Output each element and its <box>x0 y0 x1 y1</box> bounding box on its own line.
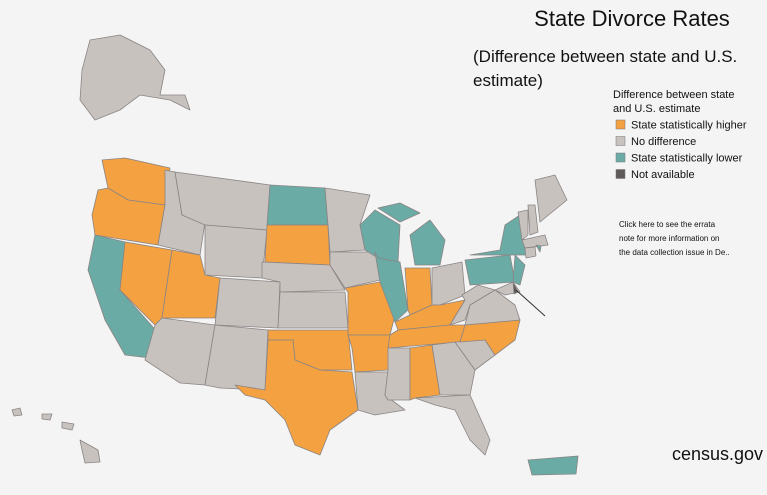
legend-title: Difference between state <box>613 89 734 101</box>
legend-swatch <box>615 152 626 163</box>
state <box>377 202 421 223</box>
state <box>61 421 75 431</box>
subtitle: estimate) <box>473 71 543 90</box>
note-line[interactable]: note for more information on <box>619 234 720 243</box>
state <box>41 413 53 421</box>
state <box>11 407 23 417</box>
state <box>535 244 542 253</box>
state <box>527 204 539 236</box>
state <box>214 277 281 329</box>
state <box>464 254 516 286</box>
state <box>512 254 526 286</box>
state <box>204 224 268 279</box>
state <box>79 34 191 121</box>
state <box>79 439 101 464</box>
legend-swatch <box>615 169 626 179</box>
state <box>517 209 529 241</box>
state <box>534 174 568 223</box>
state <box>234 339 359 456</box>
legend-swatch <box>615 119 626 130</box>
subtitle: (Difference between state and U.S. <box>473 47 737 66</box>
legend-label: Not available <box>631 169 695 181</box>
state <box>347 334 393 373</box>
state <box>431 261 466 306</box>
legend-swatch <box>615 136 626 146</box>
state <box>409 219 446 266</box>
note-line[interactable]: Click here to see the errata <box>619 220 716 229</box>
state <box>527 455 579 476</box>
legend: State statistically higher No difference S… <box>615 119 747 181</box>
state <box>277 291 349 329</box>
us-map <box>11 34 579 476</box>
state <box>409 344 441 401</box>
state <box>266 184 329 226</box>
note-line[interactable]: the data collection issue in De.. <box>619 248 730 257</box>
legend-label: State statistically lower <box>631 153 743 165</box>
legend-title: and U.S. estimate <box>613 103 700 115</box>
legend-label: No difference <box>631 136 696 148</box>
state <box>414 394 491 456</box>
source: census.gov <box>672 444 763 464</box>
title: State Divorce Rates <box>534 6 730 31</box>
callout-line <box>515 289 546 317</box>
legend-label: State statistically higher <box>631 120 747 132</box>
state <box>204 324 269 391</box>
errata-note[interactable]: Click here to see the errata note for mo… <box>619 220 730 257</box>
state <box>449 284 496 326</box>
state <box>521 234 549 249</box>
state <box>524 246 537 259</box>
state <box>264 224 331 266</box>
state <box>384 347 411 401</box>
